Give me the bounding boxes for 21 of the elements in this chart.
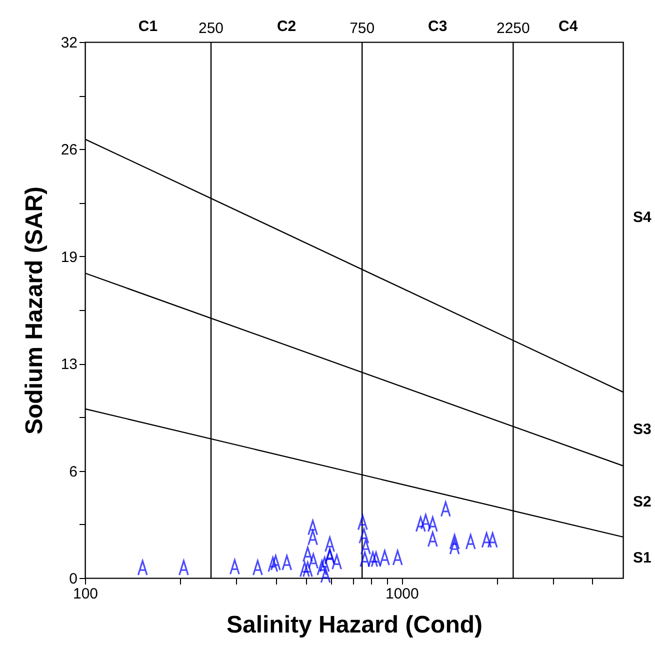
text: C3 bbox=[428, 18, 448, 35]
text: S4 bbox=[633, 209, 652, 226]
y-tick-label: 13 bbox=[60, 356, 78, 374]
text: C2 bbox=[276, 18, 296, 35]
y-tick-label: 32 bbox=[60, 34, 78, 52]
text: C1 bbox=[138, 18, 158, 35]
y-tick-label: 0 bbox=[69, 570, 78, 588]
text: S1 bbox=[633, 549, 652, 566]
text: S2 bbox=[633, 493, 652, 510]
y-tick-label: 26 bbox=[60, 142, 78, 159]
x-tick-label: 1000 bbox=[385, 586, 419, 602]
x-axis-title: Salinity Hazard (Cond) bbox=[226, 612, 483, 638]
y-tick-label: 19 bbox=[60, 248, 78, 266]
ref-line-label: 2250 bbox=[496, 20, 530, 37]
text: C4 bbox=[558, 18, 578, 35]
y-axis-title: Sodium Hazard (SAR) bbox=[20, 186, 48, 435]
ref-line-label: 750 bbox=[350, 20, 375, 37]
ref-line-label: 250 bbox=[198, 20, 224, 37]
text: S3 bbox=[633, 420, 652, 438]
y-tick-label: 6 bbox=[69, 463, 78, 480]
x-tick-label: 100 bbox=[72, 586, 98, 602]
